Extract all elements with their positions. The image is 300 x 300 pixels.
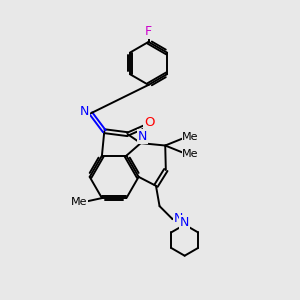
Text: Me: Me bbox=[71, 197, 87, 207]
Text: O: O bbox=[144, 116, 154, 129]
Text: F: F bbox=[145, 25, 152, 38]
Text: N: N bbox=[174, 212, 183, 225]
Text: Me: Me bbox=[182, 132, 199, 142]
Text: Me: Me bbox=[182, 149, 199, 159]
Text: N: N bbox=[180, 216, 189, 229]
Text: N: N bbox=[137, 130, 147, 143]
Text: N: N bbox=[80, 105, 89, 118]
